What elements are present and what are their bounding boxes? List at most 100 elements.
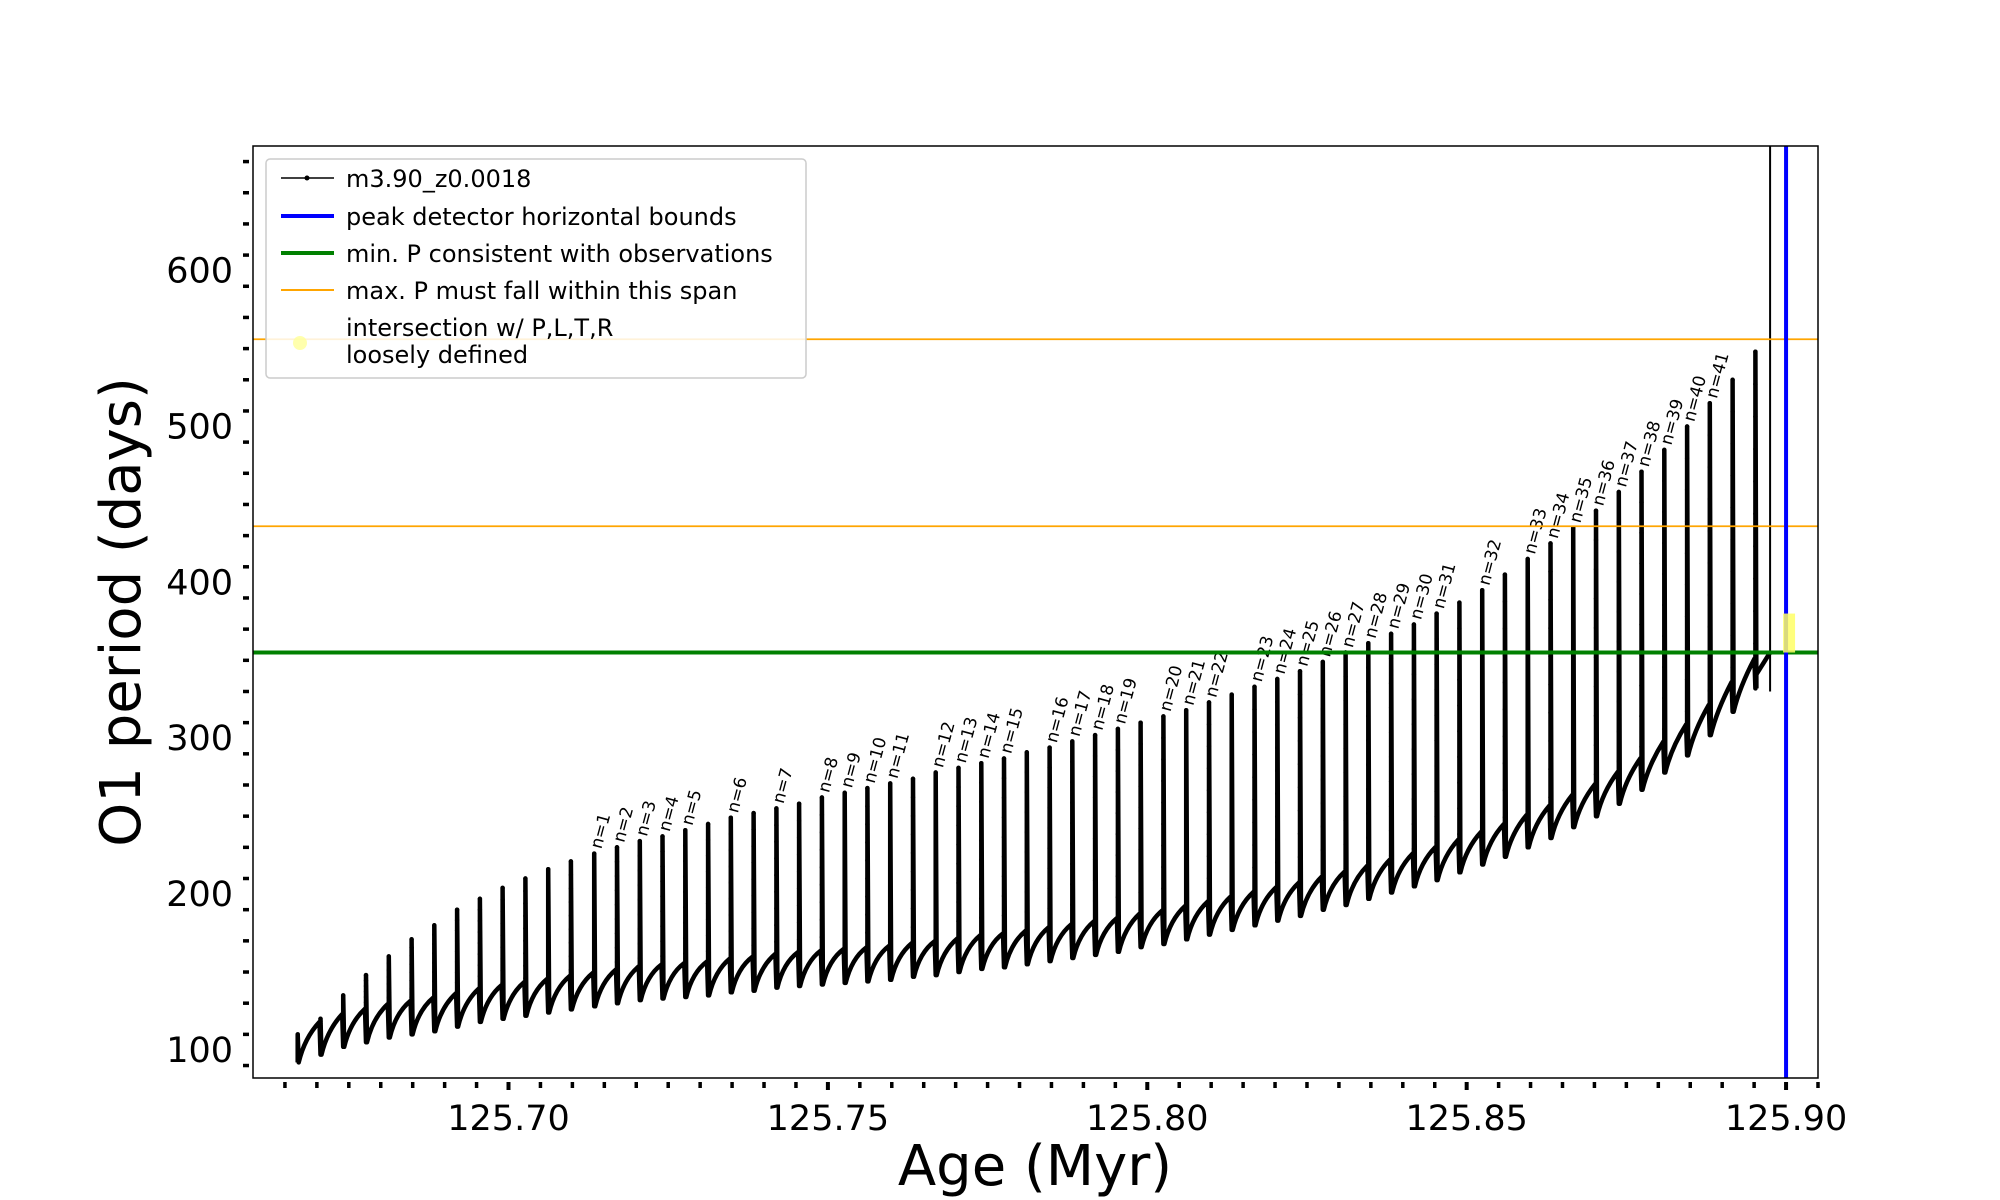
series-point bbox=[1730, 537, 1735, 542]
series-point bbox=[546, 880, 551, 885]
series-point bbox=[614, 931, 620, 936]
series-point bbox=[796, 954, 802, 959]
series-point bbox=[1070, 902, 1075, 907]
series-point bbox=[1206, 854, 1212, 859]
series-point bbox=[751, 876, 756, 882]
series-point bbox=[500, 944, 505, 950]
series-point bbox=[1616, 549, 1622, 554]
series-point bbox=[341, 1016, 346, 1021]
y-tick-label: 600 bbox=[166, 252, 233, 292]
series-point bbox=[1388, 705, 1394, 710]
series-point bbox=[1502, 599, 1508, 604]
series-point bbox=[1457, 600, 1462, 605]
series-point bbox=[1320, 847, 1326, 853]
series-point bbox=[1480, 666, 1485, 671]
series-point bbox=[409, 961, 414, 967]
series-point bbox=[1388, 656, 1394, 661]
series-point bbox=[1092, 815, 1098, 821]
series-point bbox=[1548, 738, 1553, 744]
series-point bbox=[363, 972, 369, 978]
series-point bbox=[705, 901, 711, 906]
series-point bbox=[1047, 805, 1052, 811]
series-point bbox=[1070, 943, 1075, 948]
series-point bbox=[956, 765, 961, 771]
series-point bbox=[1184, 816, 1189, 821]
series-point bbox=[1070, 739, 1075, 744]
series-point bbox=[318, 1016, 323, 1021]
series-point bbox=[1229, 870, 1234, 876]
series-point bbox=[637, 926, 642, 932]
plot-frame bbox=[252, 145, 1819, 1079]
series-point bbox=[1320, 824, 1326, 829]
series-point bbox=[1753, 349, 1758, 354]
series-point bbox=[432, 960, 437, 965]
series-point bbox=[1320, 895, 1326, 900]
series-point bbox=[1457, 703, 1462, 708]
series-point bbox=[409, 937, 414, 942]
series-point bbox=[1001, 893, 1007, 899]
series-point bbox=[1662, 695, 1667, 701]
series-point bbox=[705, 964, 711, 970]
series-point bbox=[1525, 612, 1530, 617]
series-point bbox=[1662, 478, 1667, 484]
series-point bbox=[592, 879, 597, 884]
series-point bbox=[1684, 709, 1690, 714]
series-point bbox=[774, 822, 779, 828]
intersection-marker bbox=[1783, 613, 1796, 653]
series-point bbox=[1092, 857, 1098, 862]
y-tick-label: 300 bbox=[166, 719, 233, 759]
series-point bbox=[660, 968, 665, 974]
series-point bbox=[1662, 602, 1667, 608]
series-point bbox=[1639, 530, 1644, 535]
series-point bbox=[1753, 479, 1758, 484]
series-point bbox=[1297, 878, 1303, 883]
series-point bbox=[500, 968, 505, 973]
series-point bbox=[865, 912, 870, 917]
series-point bbox=[888, 910, 893, 915]
series-point bbox=[1252, 684, 1257, 689]
series-point bbox=[1070, 922, 1075, 928]
series-point bbox=[1707, 592, 1713, 598]
series-point bbox=[1024, 889, 1030, 895]
series-point bbox=[1001, 874, 1007, 879]
series-point bbox=[683, 982, 688, 987]
series-point bbox=[705, 948, 711, 954]
series-point bbox=[1184, 794, 1189, 799]
series-point bbox=[477, 1007, 483, 1012]
series-point bbox=[1297, 669, 1303, 674]
series-point bbox=[1297, 692, 1303, 697]
series-point bbox=[1343, 698, 1348, 703]
series-point bbox=[432, 997, 437, 1003]
series-point bbox=[1366, 738, 1371, 743]
series-point bbox=[979, 934, 984, 940]
series-point bbox=[1502, 734, 1508, 739]
series-point bbox=[363, 1016, 369, 1021]
series-point bbox=[592, 893, 597, 898]
series-point bbox=[1184, 924, 1189, 929]
series-point bbox=[705, 933, 711, 938]
series-point bbox=[568, 954, 574, 959]
series-point bbox=[1730, 633, 1735, 638]
series-point bbox=[1684, 677, 1690, 682]
series-point bbox=[819, 865, 825, 870]
series-point bbox=[1707, 401, 1713, 406]
series-point bbox=[774, 856, 779, 861]
series-point bbox=[888, 946, 893, 952]
series-point bbox=[1502, 572, 1508, 577]
series-point bbox=[1047, 946, 1052, 951]
series-point bbox=[888, 854, 893, 860]
series-point bbox=[1388, 730, 1394, 735]
series-point bbox=[1753, 576, 1758, 581]
series-point bbox=[1297, 854, 1303, 860]
series-point bbox=[1411, 821, 1417, 827]
series-point bbox=[979, 954, 984, 959]
series-point bbox=[910, 795, 916, 800]
series-point bbox=[979, 761, 984, 766]
series-point bbox=[546, 906, 551, 911]
series-point bbox=[865, 948, 870, 953]
series-point bbox=[1297, 738, 1303, 744]
series-point bbox=[1707, 560, 1713, 566]
series-point bbox=[1593, 742, 1599, 748]
series-point bbox=[705, 980, 711, 986]
series-point bbox=[728, 880, 733, 885]
